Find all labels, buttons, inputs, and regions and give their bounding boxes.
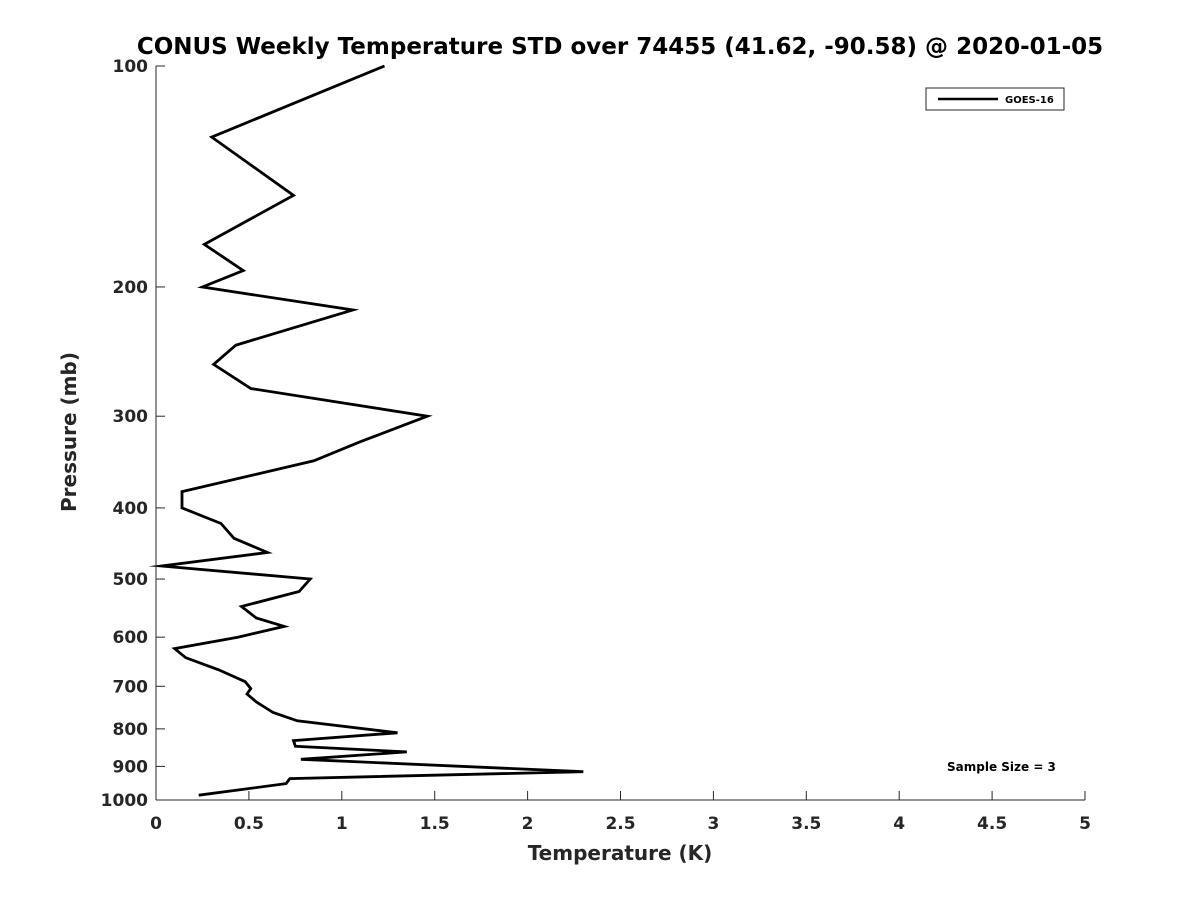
x-axis-label: Temperature (K): [528, 841, 713, 865]
x-tick-label: 5: [1079, 814, 1091, 834]
x-tick-label: 2.5: [605, 814, 635, 834]
y-tick-label: 500: [113, 570, 149, 590]
data-layer: [148, 64, 584, 797]
x-tick-label: 3: [707, 814, 719, 834]
x-axis-ticks: 0 0.5 1 1.5 2 2.5 3 3.5 4 4.5 5: [150, 791, 1091, 834]
y-tick-label: 1000: [101, 791, 148, 811]
chart-title: CONUS Weekly Temperature STD over 74455 …: [137, 34, 1103, 60]
x-tick-label: 1.5: [420, 814, 450, 834]
y-tick-label: 200: [113, 278, 149, 298]
legend: GOES-16: [925, 87, 1065, 111]
x-tick-label: 1: [336, 814, 348, 834]
x-tick-label: 0: [150, 814, 162, 834]
axes: [155, 66, 1085, 801]
y-axis-label: Pressure (mb): [57, 352, 81, 512]
y-tick-label: 400: [113, 499, 149, 519]
x-tick-label: 0.5: [234, 814, 264, 834]
y-axis-ticks: 100 200 300 400 500 600 700 800 900 1000: [101, 57, 165, 811]
x-tick-label: 2: [522, 814, 534, 834]
x-tick-label: 4: [893, 814, 905, 834]
legend-label-goes-16: GOES-16: [1005, 95, 1054, 106]
sample-size-annotation: Sample Size = 3: [947, 760, 1056, 774]
x-tick-label: 4.5: [977, 814, 1007, 834]
y-tick-label: 700: [113, 677, 149, 697]
y-tick-label: 800: [113, 720, 149, 740]
x-tick-label: 3.5: [791, 814, 821, 834]
series-line-goes-16: [148, 64, 584, 797]
y-tick-label: 900: [113, 757, 149, 777]
y-tick-label: 600: [113, 628, 149, 648]
y-tick-label: 100: [113, 57, 149, 77]
y-tick-label: 300: [113, 407, 149, 427]
